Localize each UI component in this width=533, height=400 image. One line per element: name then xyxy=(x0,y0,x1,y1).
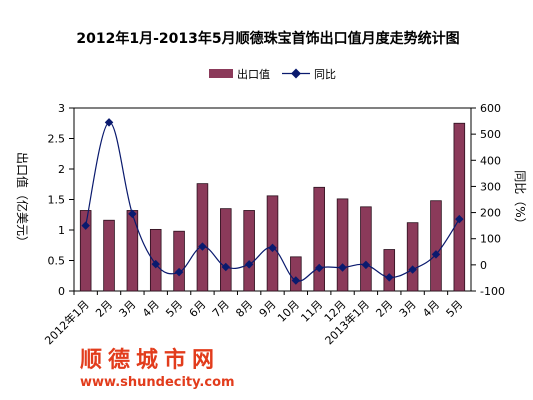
yoy-point xyxy=(314,263,324,273)
y-tick-label: 1 xyxy=(58,224,65,237)
x-tick-label: 3月 xyxy=(117,298,139,320)
bar xyxy=(406,222,419,292)
bar xyxy=(336,198,349,292)
yoy-point xyxy=(361,260,371,270)
y2-tick-label: -100 xyxy=(480,285,505,298)
yoy-point xyxy=(338,263,347,272)
x-tick-label: 2月 xyxy=(93,298,115,320)
y2-tick-label: 200 xyxy=(480,207,501,220)
legend-line-marker xyxy=(291,68,301,79)
watermark: 顺德城市网 www.shundecity.com xyxy=(80,347,235,390)
x-tick-label: 7月 xyxy=(210,298,232,320)
plot-area: 0 0.5 1 1.5 2 2.5 3 -100 0 100 200 300 400 500 600 2012… xyxy=(42,102,505,347)
yoy-point xyxy=(455,214,464,224)
bar xyxy=(453,122,466,292)
yoy-point xyxy=(104,118,114,127)
yoy-point xyxy=(408,265,417,274)
y2-tick-label: 400 xyxy=(480,154,501,167)
bar xyxy=(360,206,372,292)
y-tick-label: 2.5 xyxy=(48,133,66,146)
yoy-point xyxy=(198,242,207,251)
bar xyxy=(266,195,279,292)
yoy-point xyxy=(81,221,90,230)
yoy-point xyxy=(151,259,160,269)
yoy-point xyxy=(174,267,184,277)
y-tick-label: 0 xyxy=(58,285,65,298)
y2-axis-title: 同比（%） xyxy=(513,170,527,229)
bar xyxy=(383,249,396,292)
x-tick-label: 5月 xyxy=(163,298,185,320)
y-tick-label: 0.5 xyxy=(48,255,66,268)
x-tick-label: 11月 xyxy=(298,298,325,325)
bar xyxy=(79,210,92,292)
x-tick-label: 3月 xyxy=(397,298,419,320)
yoy-point xyxy=(244,260,254,269)
x-tick-label: 2月 xyxy=(373,298,395,320)
yoy-point xyxy=(291,276,301,285)
yoy-point xyxy=(221,262,231,272)
legend: 出口值 同比 xyxy=(209,67,336,81)
y-tick-label: 2 xyxy=(58,163,65,176)
bar xyxy=(290,256,302,292)
y2-tick-label: 0 xyxy=(480,259,487,272)
x-tick-label: 4月 xyxy=(140,298,162,320)
yoy-point xyxy=(431,250,441,259)
x-tick-label: 10月 xyxy=(275,298,302,325)
x-tick-label: 6月 xyxy=(187,298,209,320)
y-axis-title: 出口值（亿美元） xyxy=(15,152,30,248)
bar xyxy=(173,230,185,292)
x-tick-label: 8月 xyxy=(233,298,255,320)
y2-tick-label: 600 xyxy=(480,102,501,115)
yoy-point xyxy=(268,243,277,253)
x-tick-label: 4月 xyxy=(420,298,442,320)
bar xyxy=(126,210,139,292)
x-tick-label: 2012年1月 xyxy=(42,297,92,347)
chart-title: 2012年1月-2013年5月顺德珠宝首饰出口值月度走势统计图 xyxy=(76,30,459,47)
bar xyxy=(103,219,115,292)
yoy-point xyxy=(128,209,137,219)
yoy-point xyxy=(385,273,394,282)
bar xyxy=(243,210,255,292)
legend-bar-label: 出口值 xyxy=(237,67,270,81)
y-tick-label: 1.5 xyxy=(48,194,66,207)
bar xyxy=(430,200,442,292)
x-tick-label: 5月 xyxy=(444,298,466,320)
y2-tick-label: 300 xyxy=(480,180,501,193)
bar xyxy=(220,208,232,292)
bar xyxy=(313,186,325,292)
legend-bar-swatch xyxy=(209,69,233,78)
y2-tick-label: 100 xyxy=(480,233,501,246)
y2-tick-label: 500 xyxy=(480,128,501,141)
watermark-name: 顺德城市网 xyxy=(80,347,220,373)
bar xyxy=(196,183,209,292)
y-tick-label: 3 xyxy=(58,102,65,115)
legend-line-label: 同比 xyxy=(314,68,336,81)
watermark-url: www.shundecity.com xyxy=(80,375,235,390)
